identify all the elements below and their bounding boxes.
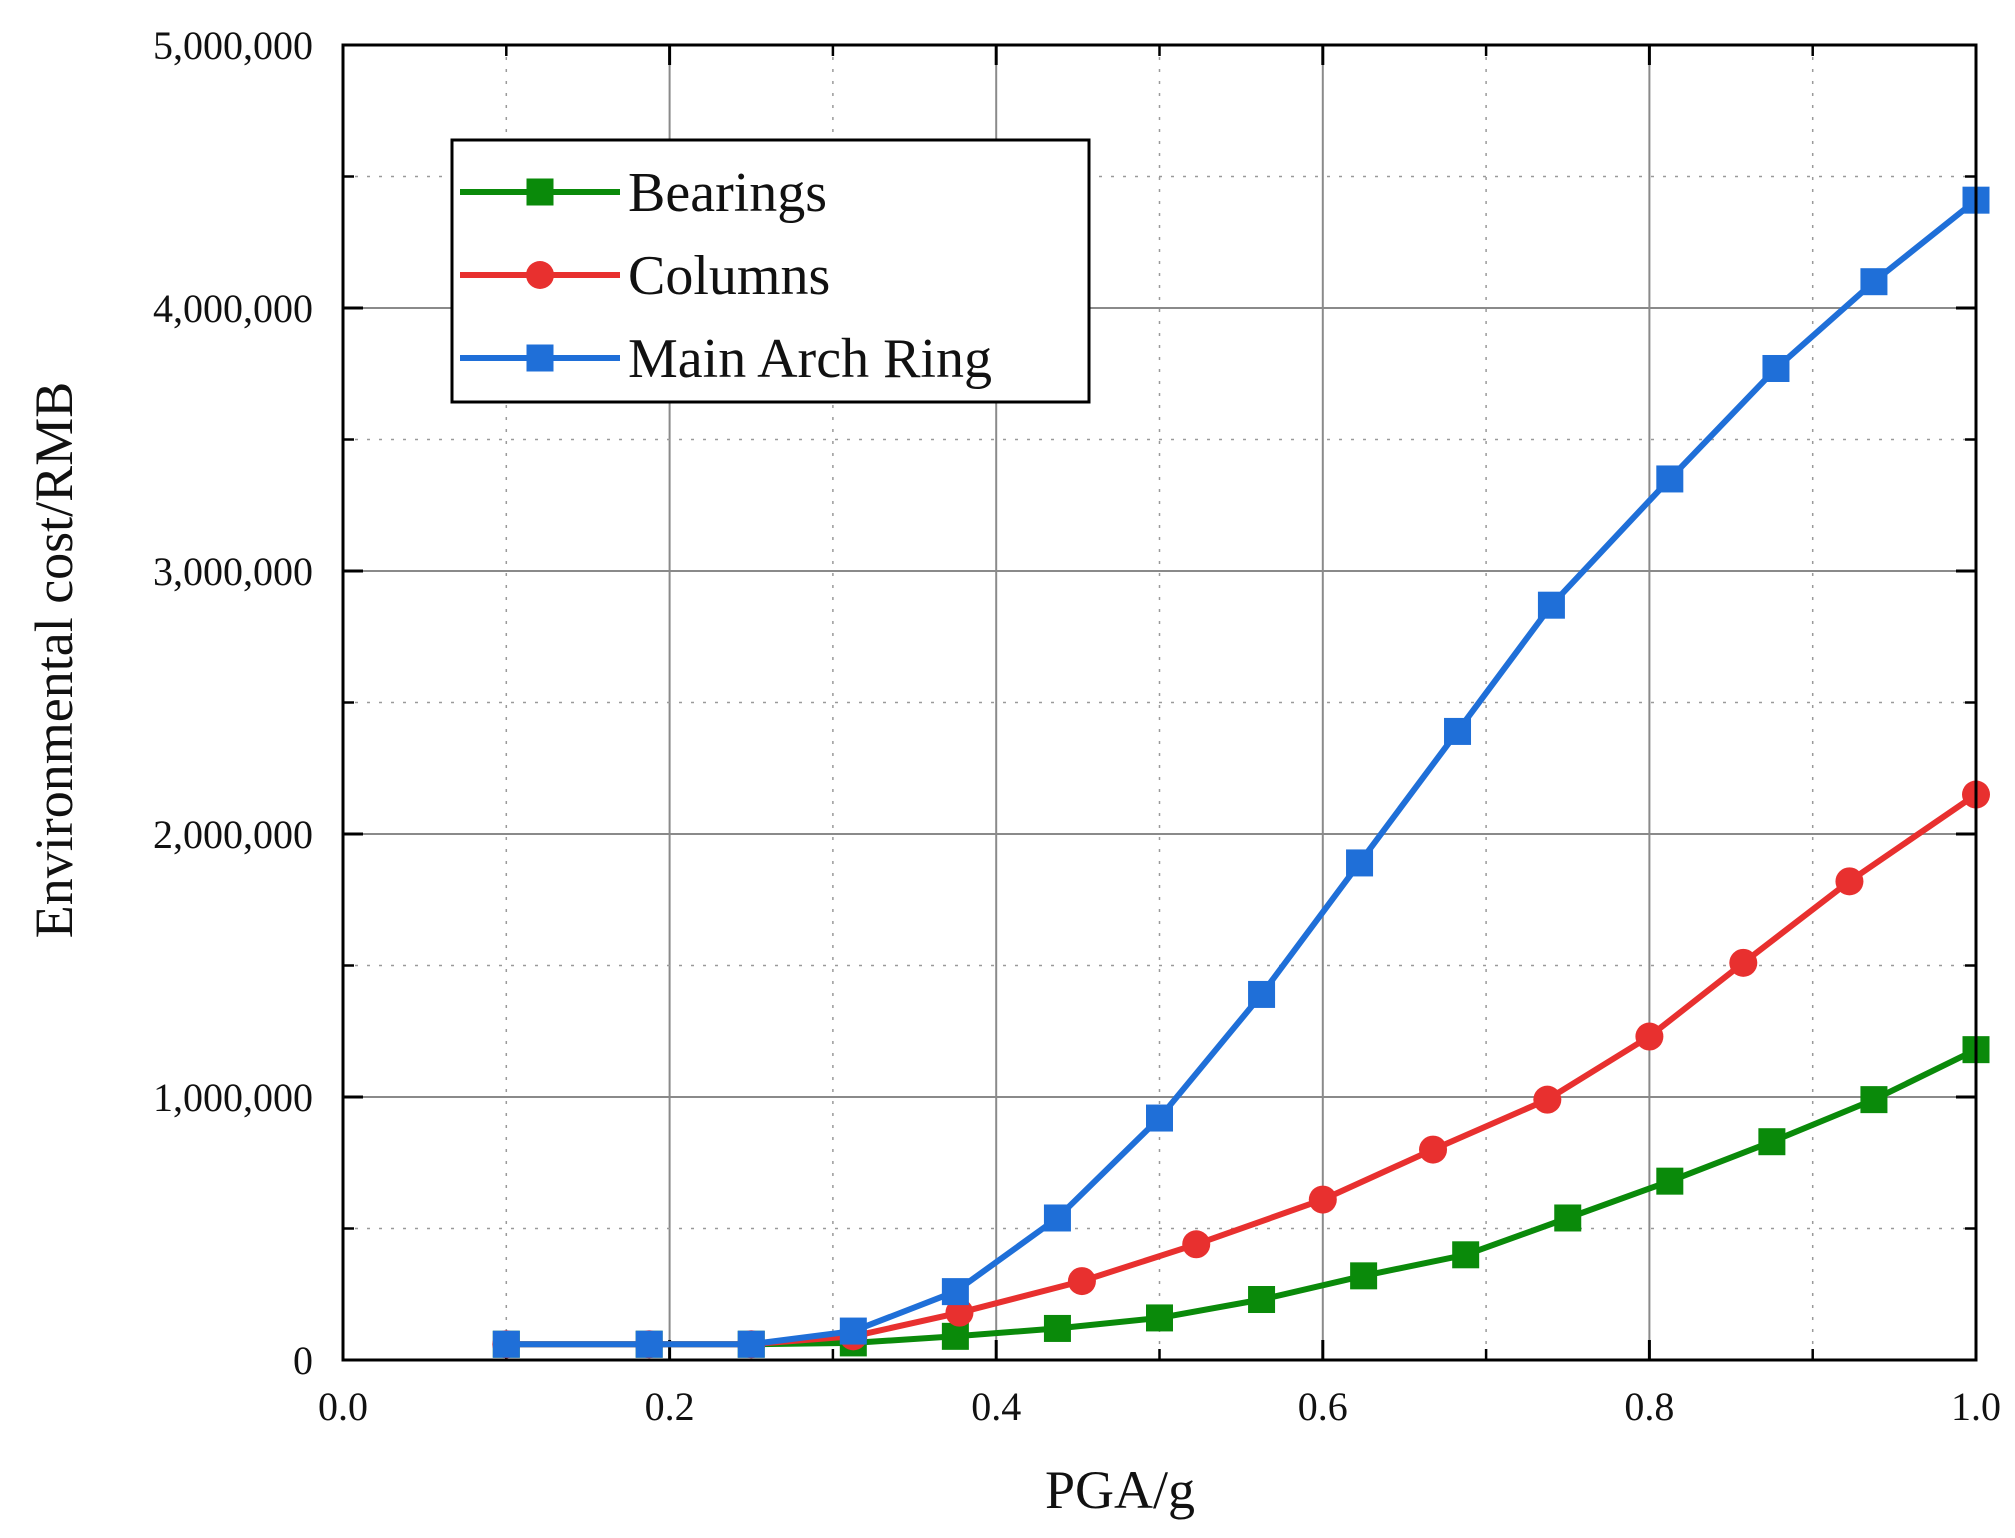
data-point [492,1330,520,1358]
legend-label: Bearings [628,162,827,224]
data-point [1444,717,1472,745]
y-tick-label: 4,000,000 [153,286,313,331]
data-point [1729,948,1758,977]
series-line [506,1047,1978,1348]
data-point [1248,980,1276,1008]
data-point [1146,1104,1173,1132]
y-tick-labels: 0 1,000,000 2,000,000 3,000,000 4,000,000 5,0… [153,23,313,1383]
data-point [945,1298,974,1327]
data-point [1656,465,1684,493]
x-tick-label: 0.4 [971,1384,1021,1429]
data-point [941,1322,969,1350]
legend-label: Main Arch Ring [628,328,992,390]
series-columns [492,780,1990,1359]
x-tick-label: 1.0 [1951,1384,2001,1429]
data-point [1860,268,1888,296]
data-point [1533,1085,1562,1114]
data-point [1043,1314,1071,1342]
data-point [1762,354,1790,382]
y-tick-label: 1,000,000 [153,1075,313,1120]
series-line [506,792,1978,1348]
data-point [1248,1286,1276,1314]
legend-label: Columns [628,245,830,307]
x-tick-label: 0.6 [1298,1384,1348,1429]
data-point [1067,1267,1096,1296]
data-point [1350,1262,1378,1290]
plot-area-frame [341,43,1978,1362]
legend-item-columns: Columns [460,245,830,307]
data-point [1860,1086,1888,1114]
data-point [1758,1128,1786,1156]
x-tick-labels: 0.0 0.2 0.4 0.6 0.8 1.0 [318,1384,2001,1429]
data-point [635,1330,663,1358]
y-tick-label: 3,000,000 [153,549,313,594]
data-point [1452,1241,1480,1269]
x-axis-title: PGA/g [1045,1460,1195,1520]
series-layer [492,186,1990,1359]
y-tick-label: 0 [293,1338,313,1383]
data-point [1346,849,1374,877]
data-point [1308,1185,1337,1214]
data-point [1419,1135,1448,1164]
data-point [1043,1204,1071,1232]
legend-item-bearings: Bearings [460,162,827,224]
x-tick-label: 0.8 [1624,1384,1674,1429]
legend-marker [526,344,554,372]
data-point [1656,1167,1684,1195]
y-axis-title: Environmental cost/RMB [24,382,84,938]
y-tick-label: 2,000,000 [153,812,313,857]
data-point [1835,867,1864,896]
series-main-arch-ring [492,186,1990,1358]
legend-marker [526,261,554,289]
data-point [839,1317,867,1345]
data-point [1146,1304,1173,1332]
legend: Bearings Columns Main Arch Ring [450,138,1091,404]
data-point [1554,1204,1582,1232]
series-bearings [492,1036,1990,1358]
x-tick-label: 0.2 [645,1384,695,1429]
y-tick-label: 5,000,000 [153,23,313,68]
x-tick-label: 0.0 [318,1384,368,1429]
data-point [1182,1230,1211,1259]
data-point [1537,591,1565,619]
data-point [941,1278,969,1306]
data-point [1635,1022,1664,1051]
legend-item-main-arch-ring: Main Arch Ring [460,328,992,390]
legend-marker [526,178,554,206]
data-point [737,1330,765,1358]
